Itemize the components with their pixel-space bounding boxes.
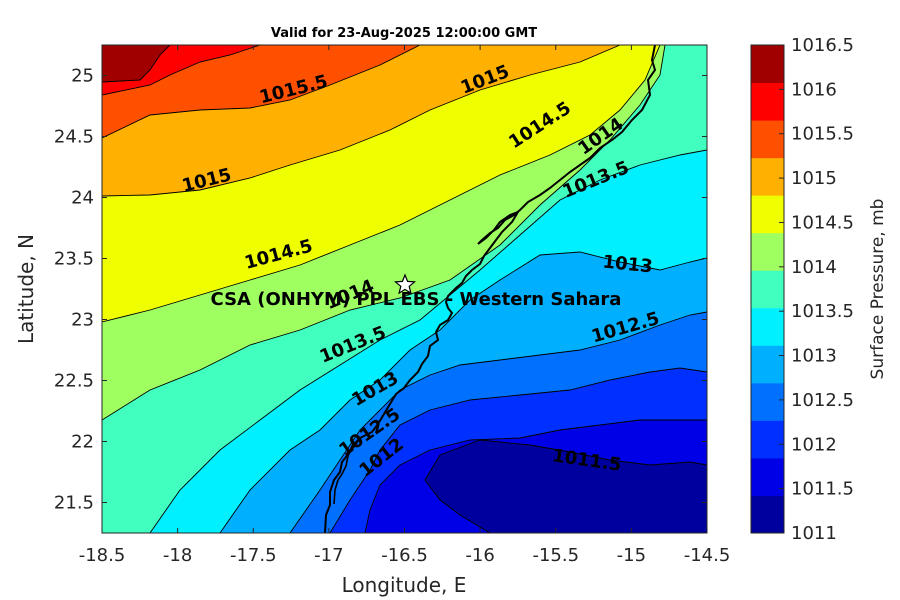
colorbar-swatch (751, 82, 784, 121)
contour-line-1011 (424, 439, 707, 533)
colorbar-tick-label: 1012.5 (791, 390, 854, 411)
contour-line-1015.5 (102, 45, 421, 139)
y-tick-label: 23.5 (54, 249, 94, 270)
contour-line-1012.5 (289, 311, 707, 533)
contour-line-1012 (329, 367, 707, 533)
contour-lines (102, 45, 707, 533)
y-axis-label: Latitude, N (14, 234, 38, 344)
colorbar-tick-label: 1012 (791, 434, 837, 455)
y-tick-label: 23 (71, 310, 94, 331)
contour-line-1011.5 (364, 419, 707, 533)
colorbar-swatch (751, 457, 784, 496)
y-tick-label: 21.5 (54, 493, 94, 514)
x-tick-label: -14.5 (684, 545, 731, 566)
colorbar-swatch (751, 270, 784, 309)
colorbar-swatch (751, 307, 784, 346)
coastline (324, 45, 657, 533)
colorbar-swatch (751, 345, 784, 384)
x-tick-label: -16.5 (381, 545, 428, 566)
colorbar-tick-label: 1015 (791, 168, 837, 189)
colorbar-tick-label: 1011 (791, 523, 837, 544)
coastline-bay (333, 437, 361, 505)
colorbar-label: Surface Pressure, mb (868, 199, 888, 380)
x-tick-label: -15.5 (532, 545, 579, 566)
y-tick-label: 24.5 (54, 127, 94, 148)
colorbar-tick-label: 1015.5 (791, 124, 854, 145)
y-tick-label: 25 (71, 66, 94, 87)
x-tick-label: -18 (163, 545, 192, 566)
colorbar-tick-label: 1016 (791, 79, 837, 100)
colorbar-swatch (751, 120, 784, 159)
y-tick-label: 24 (71, 188, 94, 209)
contour-line-1016 (102, 45, 261, 96)
colorbar-tick-label: 1014.5 (791, 212, 854, 233)
colorbar-swatch (751, 195, 784, 234)
contour-line-1014.5 (102, 45, 661, 323)
contour-line-1015-north (102, 45, 621, 197)
figure-title: Valid for 23-Aug-2025 12:00:00 GMT (271, 26, 537, 41)
colorbar-swatch (751, 495, 784, 534)
pressure-contour-map (102, 45, 707, 533)
y-tick-label: 22 (71, 432, 94, 453)
colorbar-swatch (751, 157, 784, 196)
colorbar-swatch (751, 45, 784, 84)
y-axis: 21.5 22 22.5 23 23.5 24 24.5 25 (54, 66, 707, 514)
colorbar-tick-label: 1013.5 (791, 301, 854, 322)
contour-label: 1013 (602, 251, 654, 277)
colorbar-tick-label: 1016.5 (791, 35, 854, 56)
band-1016.5-1017 (102, 45, 170, 82)
y-tick-label: 22.5 (54, 371, 94, 392)
colorbar-tick-label: 1011.5 (791, 479, 854, 500)
x-axis: -18.5 -18 -17.5 -17 -16.5 -16 -15.5 -15 -14.5 (79, 45, 731, 566)
site-star-marker (393, 273, 417, 295)
contour-line-1013 (219, 251, 707, 533)
x-tick-label: -15 (617, 545, 646, 566)
x-tick-label: -17.5 (230, 545, 277, 566)
colorbar-swatch (751, 420, 784, 459)
colorbar-swatch (751, 232, 784, 271)
colorbar-frame (750, 44, 785, 534)
site-label: CSA (ONHYM) PPL EBS - Western Sahara (211, 289, 622, 310)
colorbar-tick-label: 1013 (791, 346, 837, 367)
x-axis-label: Longitude, E (342, 573, 467, 597)
contour-line-1016.5 (102, 45, 171, 83)
x-tick-label: -16 (465, 545, 494, 566)
colorbar-swatch (751, 382, 784, 421)
x-tick-label: -18.5 (79, 545, 126, 566)
colorbar: 1011 1011.5 1012 1012.5 1013 1013.5 1014 1014.5… (750, 35, 854, 544)
x-tick-label: -17 (314, 545, 343, 566)
colorbar-tick-label: 1014 (791, 257, 837, 278)
contour-line-1014 (102, 45, 666, 421)
band-1010.5-1011 (425, 440, 707, 533)
contour-line-1013.5 (149, 149, 707, 533)
